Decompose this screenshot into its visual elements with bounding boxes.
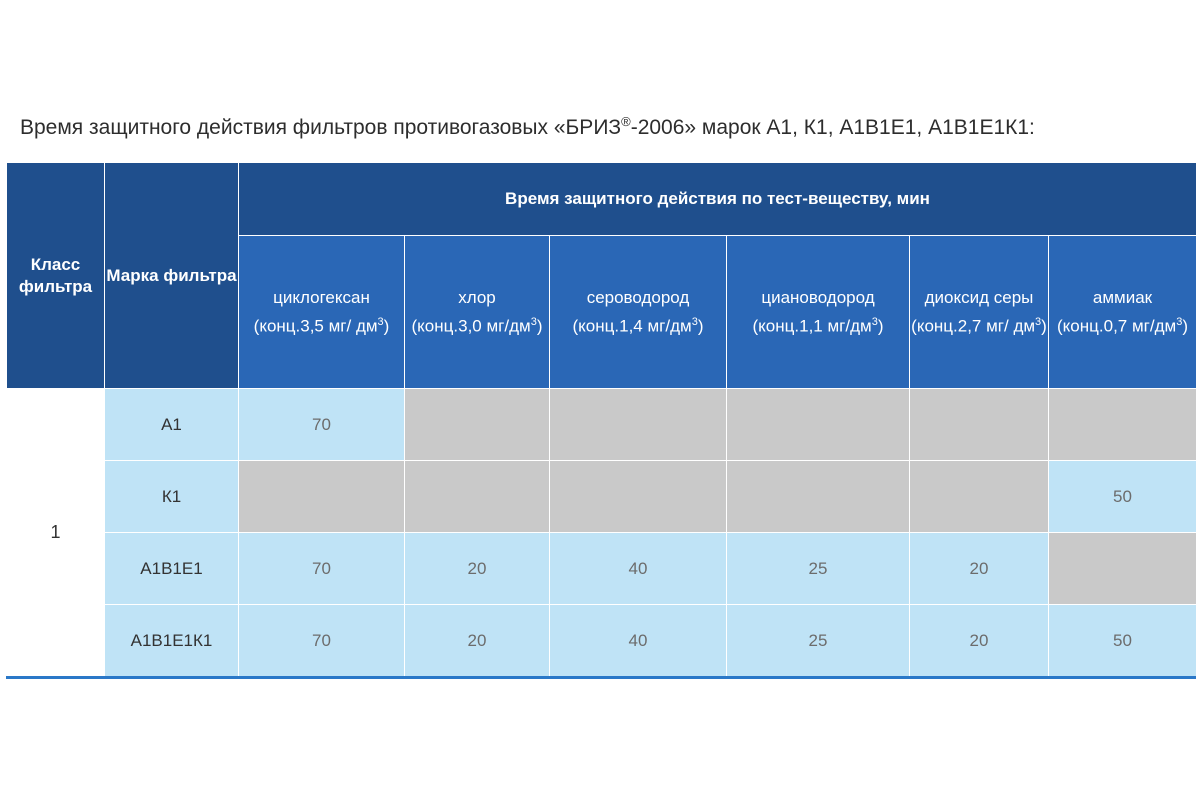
header-filter-mark: Марка фильтра [104,162,239,389]
filter-mark-cell: А1 [104,388,239,461]
filter-mark-cell: А1В1Е1 [104,532,239,605]
empty-cell [549,460,727,533]
empty-cell [549,388,727,461]
empty-cell [1048,388,1197,461]
table-caption: Время защитного действия фильтров против… [20,114,1035,140]
empty-cell [238,460,405,533]
value-cell: 25 [726,532,910,605]
empty-cell [726,388,910,461]
empty-cell [404,460,550,533]
header-substance: циановодород (конц.1,1 мг/дм3) [726,235,910,389]
value-cell: 70 [238,532,405,605]
filter-mark-cell: А1В1Е1К1 [104,604,239,677]
header-substance: сероводород (конц.1,4 мг/дм3) [549,235,727,389]
empty-cell [909,460,1049,533]
value-cell: 50 [1048,460,1197,533]
table-row: А1В1Е1 70 20 40 25 20 [7,532,1197,605]
filter-class-cell: 1 [6,388,105,677]
empty-cell [404,388,550,461]
caption-text-start: Время защитного действия фильтров против… [20,116,622,139]
value-cell: 40 [549,604,727,677]
value-cell: 70 [238,604,405,677]
value-cell: 25 [726,604,910,677]
value-cell: 50 [1048,604,1197,677]
value-cell: 20 [909,604,1049,677]
table-row: К1 50 [7,460,1197,533]
empty-cell [726,460,910,533]
value-cell: 70 [238,388,405,461]
registered-mark: ® [621,114,631,129]
protection-time-table: Класс фильтра Марка фильтра Время защитн… [6,162,1197,677]
empty-cell [1048,532,1197,605]
value-cell: 20 [909,532,1049,605]
filter-mark-cell: К1 [104,460,239,533]
caption-text-end: -2006» марок А1, К1, А1В1Е1, А1В1Е1К1: [630,116,1035,139]
header-substance: аммиак (конц.0,7 мг/дм3) [1048,235,1197,389]
header-filter-class: Класс фильтра [6,162,105,389]
value-cell: 20 [404,532,550,605]
empty-cell [909,388,1049,461]
table-bottom-border [6,676,1196,679]
table-row: А1В1Е1К1 70 20 40 25 20 50 [7,604,1197,677]
value-cell: 40 [549,532,727,605]
value-cell: 20 [404,604,550,677]
header-substance: хлор (конц.3,0 мг/дм3) [404,235,550,389]
header-protection-time: Время защитного действия по тест-веществ… [238,162,1197,236]
header-substance: циклогексан (конц.3,5 мг/ дм3) [238,235,405,389]
header-substance: диоксид серы (конц.2,7 мг/ дм3) [909,235,1049,389]
table-row: 1 А1 70 [6,388,1197,677]
